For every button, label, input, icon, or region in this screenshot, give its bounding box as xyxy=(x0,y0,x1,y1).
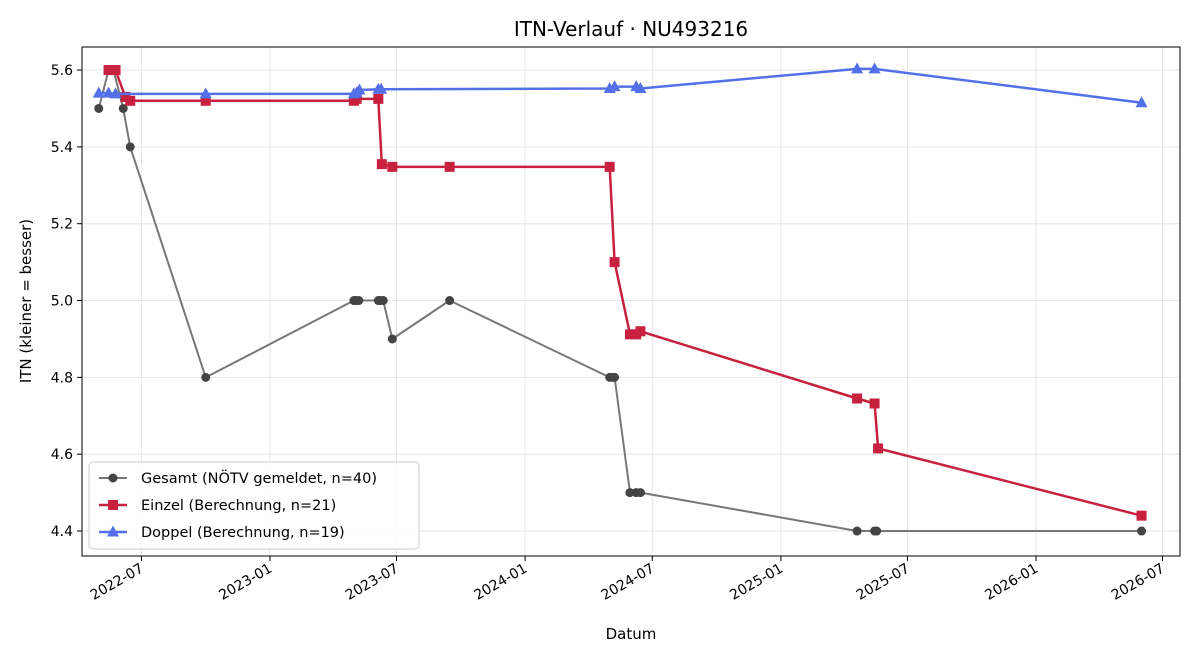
data-point xyxy=(201,372,211,382)
x-tick-label: 2023-07 xyxy=(343,561,402,604)
y-tick-label: 5.2 xyxy=(51,217,73,233)
data-point xyxy=(200,95,211,106)
data-point xyxy=(387,161,398,172)
data-point xyxy=(375,82,388,94)
data-point xyxy=(624,329,635,340)
data-point xyxy=(110,65,121,76)
data-point xyxy=(351,93,362,104)
y-tick-label: 5.4 xyxy=(51,140,73,156)
data-point xyxy=(125,95,136,106)
data-point xyxy=(852,393,863,404)
data-point xyxy=(1137,526,1147,536)
x-tick-label: 2026-07 xyxy=(1109,561,1168,604)
x-tick-label: 2025-07 xyxy=(854,561,913,604)
data-point xyxy=(635,326,646,337)
legend-marker xyxy=(108,473,118,483)
data-point xyxy=(373,93,384,104)
legend-entry: Gesamt (NÖTV gemeldet, n=40) xyxy=(141,469,377,487)
data-point xyxy=(634,81,647,93)
legend-marker xyxy=(107,525,119,537)
x-tick-label: 2023-01 xyxy=(216,561,275,604)
x-tick-label: 2022-07 xyxy=(88,561,147,604)
data-point xyxy=(604,161,615,172)
x-tick-label: 2024-01 xyxy=(471,561,530,604)
data-point xyxy=(376,159,387,170)
y-axis-label: ITN (kleiner = besser) xyxy=(17,219,35,383)
data-point xyxy=(1135,96,1148,108)
data-point xyxy=(378,296,388,306)
data-point xyxy=(868,62,881,74)
data-point xyxy=(625,488,635,498)
series-line xyxy=(97,69,1142,532)
data-point xyxy=(125,142,135,152)
data-point xyxy=(609,257,620,268)
x-tick-label: 2025-01 xyxy=(727,561,786,604)
data-point xyxy=(873,443,884,454)
data-point xyxy=(635,488,645,498)
chart-title: ITN-Verlauf · NU493216 xyxy=(514,17,748,41)
data-point xyxy=(94,103,104,113)
y-tick-label: 5.6 xyxy=(51,63,73,79)
x-axis-label: Datum xyxy=(606,625,657,643)
data-point xyxy=(103,65,114,76)
data-point xyxy=(445,296,455,306)
data-point xyxy=(869,398,880,409)
legend-entry: Einzel (Berechnung, n=21) xyxy=(141,498,336,514)
plot-frame xyxy=(81,46,1181,557)
legend-marker xyxy=(108,500,118,510)
data-point xyxy=(92,86,105,98)
series-line xyxy=(98,67,1142,104)
data-point xyxy=(353,83,366,95)
data-series xyxy=(92,62,1148,536)
y-tick-label: 4.8 xyxy=(51,370,73,386)
data-point xyxy=(872,526,882,536)
series-2 xyxy=(92,62,1148,108)
data-point xyxy=(354,296,364,306)
y-tick-label: 5.0 xyxy=(51,294,73,310)
x-tick-label: 2026-01 xyxy=(982,561,1041,604)
data-point xyxy=(109,87,122,99)
data-point xyxy=(852,526,862,536)
data-point xyxy=(387,334,397,344)
data-point xyxy=(1136,510,1147,521)
data-point xyxy=(444,161,455,172)
data-point xyxy=(199,87,212,99)
legend-box xyxy=(88,461,420,550)
y-tick-label: 4.6 xyxy=(51,447,73,463)
series-1 xyxy=(103,65,1147,521)
series-line xyxy=(108,68,1142,517)
data-point xyxy=(851,62,864,74)
data-point xyxy=(610,372,620,382)
legend-entry: Doppel (Berechnung, n=19) xyxy=(141,525,345,541)
y-tick-label: 4.4 xyxy=(51,524,73,540)
data-point xyxy=(118,103,128,113)
data-point xyxy=(608,80,621,92)
x-tick-label: 2024-07 xyxy=(599,561,658,604)
legend: Gesamt (NÖTV gemeldet, n=40) Einzel (Bere… xyxy=(88,461,420,550)
